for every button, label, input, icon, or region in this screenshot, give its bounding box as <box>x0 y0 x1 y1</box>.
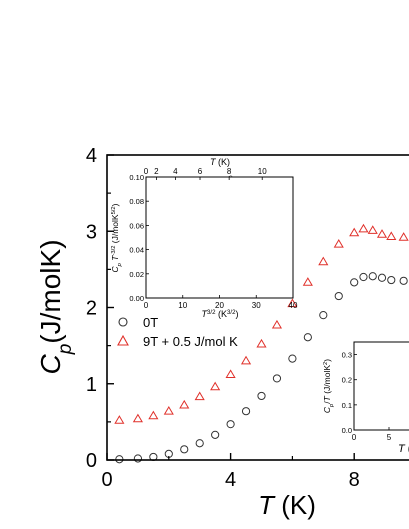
data-point-9t <box>271 319 283 329</box>
inset1-y-tick-label: 0.08 <box>129 197 144 206</box>
data-point-9t <box>256 338 267 348</box>
main-x-axis-label: T (K) <box>258 490 316 520</box>
inset1-y-tick-label: 0.00 <box>129 294 144 303</box>
data-point-0t <box>319 311 328 320</box>
data-point-9t <box>333 239 344 248</box>
data-point-0t <box>377 273 387 282</box>
inset1-x-tick-label: 20 <box>215 301 224 310</box>
data-point-9t <box>114 415 125 424</box>
data-point-0t <box>303 333 312 342</box>
data-point-0t <box>195 439 204 448</box>
inset2-y-tick-label: 0.3 <box>342 351 352 360</box>
inset1-y-axis-label: Cp T-3/2 (J/molK5/2) <box>110 203 123 272</box>
data-point-9t <box>398 232 409 241</box>
data-point-9t <box>287 298 298 308</box>
inset2-y-tick-label: 0.1 <box>342 401 352 410</box>
inset1-top-tick-label: 10 <box>258 167 267 176</box>
data-point-9t <box>358 223 369 233</box>
data-point-0t <box>211 430 220 439</box>
inset1-top-tick-label: 0 <box>144 167 149 176</box>
inset1-top-tick-label: 4 <box>173 167 178 176</box>
data-point-0t <box>334 291 343 301</box>
data-point-9t <box>376 229 388 238</box>
inset1-top-tick-label: 8 <box>227 167 232 176</box>
inset1-y-tick-label: 0.04 <box>129 246 144 255</box>
main-x-tick-label: 8 <box>349 469 360 491</box>
main-y-axis-label: Cp(J/molK) <box>35 239 76 374</box>
data-point-0t <box>288 354 297 363</box>
data-point-9t <box>132 413 143 423</box>
main-x-tick-label: 0 <box>101 469 112 491</box>
legend-marker-9t <box>117 334 129 346</box>
legend-label: 9T + 0.5 J/mol K <box>143 334 238 349</box>
inset1-top-tick-label: 6 <box>198 167 203 176</box>
inset-upper-left: 0.000.020.040.060.080.100 10 20 30 400 2 4 6 8 10… <box>110 157 298 319</box>
inset1-y-tick-label: 0.02 <box>129 270 144 279</box>
main-y-tick-label: 1 <box>86 374 97 396</box>
data-point-9t <box>225 369 236 379</box>
main-x-tick-label: 4 <box>225 469 236 491</box>
legend-label: 0T <box>143 315 158 330</box>
inset1-x-axis-label: T3/2 (K3/2) <box>201 309 238 320</box>
data-point-0t <box>241 407 251 416</box>
data-point-9t <box>163 406 174 415</box>
data-point-0t <box>387 275 396 285</box>
inset1-x-tick-label: 40 <box>289 301 298 310</box>
data-point-0t <box>368 272 377 281</box>
data-point-0t <box>399 276 408 285</box>
legend-marker-0t <box>118 317 128 327</box>
data-point-9t <box>386 231 397 241</box>
data-point-9t <box>210 381 221 391</box>
data-point-9t <box>148 410 159 420</box>
legend: 0T 9T + 0.5 J/mol K <box>117 315 238 349</box>
inset2-y-axis-label: Cp/T (J/molK2) <box>322 359 335 413</box>
inset1-y-tick-label: 0.10 <box>129 173 144 182</box>
data-point-0t <box>359 272 368 282</box>
main-y-tick-label: 4 <box>86 145 97 167</box>
data-point-0t <box>180 445 189 454</box>
inset2-x-tick-label: 5 <box>387 433 392 442</box>
data-point-9t <box>302 277 313 286</box>
inset2-frame <box>353 341 409 431</box>
inset1-top-axis-label: T (K) <box>210 157 230 167</box>
inset1-y-tick-label: 0.06 <box>129 221 144 230</box>
data-point-0t <box>133 454 142 463</box>
inset1-x-tick-label: 30 <box>252 301 261 310</box>
inset2-x-tick-label: 0 <box>352 433 357 442</box>
data-point-0t <box>272 374 282 383</box>
inset1-x-tick-label: 0 <box>144 301 149 310</box>
data-point-0t <box>350 278 359 287</box>
data-point-0t <box>257 391 266 401</box>
data-point-9t <box>240 355 252 365</box>
inset-lower-right: 0.0 0.1 0.2 0.3 0 5 T (K) Cp/T (J/molK2) <box>322 341 409 455</box>
data-point-9t <box>349 227 360 237</box>
inset1-x-tick-label: 10 <box>178 301 187 310</box>
main-y-tick-label: 0 <box>86 450 97 472</box>
data-point-0t <box>226 420 235 429</box>
inset2-x-axis-label: T (K) <box>398 443 409 455</box>
main-y-tick-label: 2 <box>86 298 97 320</box>
inset2-axes: 0.0 0.1 0.2 0.3 0 5 T (K) Cp/T (J/molK2) <box>322 341 409 455</box>
inset2-y-tick-label: 0.0 <box>342 426 352 435</box>
main-y-tick-label: 3 <box>86 221 97 243</box>
inset1-axes: 0.000.020.040.060.080.100 10 20 30 400 2 4 6 8 10… <box>110 157 298 319</box>
data-point-9t <box>179 399 190 409</box>
inset1-top-tick-label: 2 <box>154 167 159 176</box>
data-point-9t <box>367 225 378 234</box>
inset1-frame <box>145 176 294 299</box>
series-9t <box>114 223 409 424</box>
inset2-y-tick-label: 0.2 <box>342 376 352 385</box>
data-point-9t <box>194 391 205 401</box>
data-point-9t <box>318 256 329 266</box>
